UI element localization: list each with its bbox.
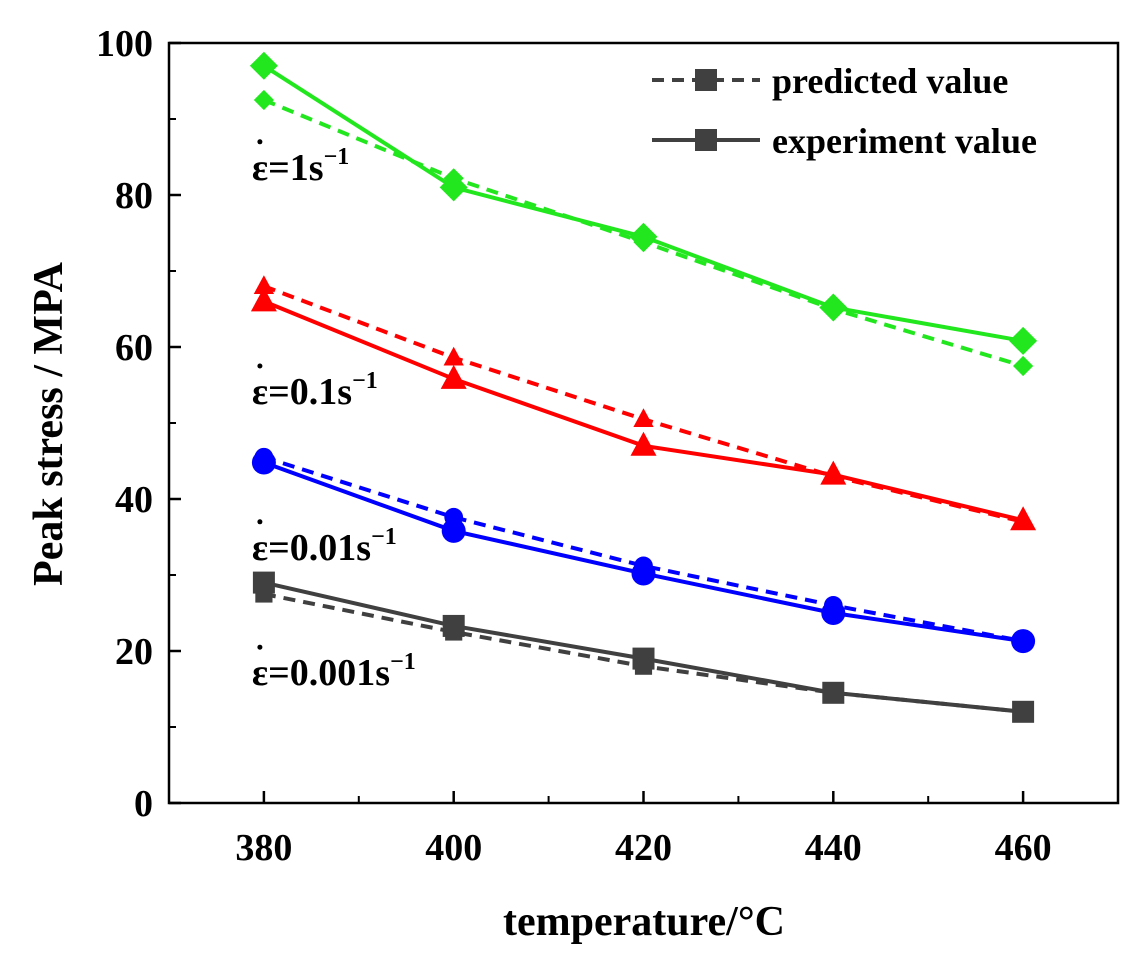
legend-label: predicted value (772, 61, 1008, 101)
y-tick-label: 100 (96, 23, 153, 65)
series-group (250, 275, 1037, 531)
y-axis-title: Peak stress / MPA (26, 261, 72, 586)
series-group (251, 447, 1036, 654)
x-tick-label: 380 (235, 827, 292, 869)
y-tick-label: 0 (134, 783, 153, 825)
experiment-point (820, 460, 847, 485)
x-tick-label: 440 (805, 827, 862, 869)
experiment-point (251, 450, 276, 475)
experiment-point (821, 601, 846, 625)
legend-label: experiment value (772, 121, 1037, 161)
y-tick-label: 60 (115, 327, 153, 369)
experiment-point (440, 364, 467, 389)
axes-layer: 380 400 420 440 460 0 20 40 60 80 100 (96, 23, 1120, 869)
experiment-line (262, 64, 1024, 343)
legend-marker (695, 129, 717, 151)
predicted-point (443, 346, 464, 366)
experiment-point (441, 518, 466, 543)
strain-rate-label: ε=0.1s−1 (252, 368, 378, 413)
experiment-point (632, 647, 655, 670)
series-group (249, 51, 1038, 377)
experiment-point (630, 431, 657, 456)
legend-marker (695, 69, 717, 91)
experiment-point (252, 571, 275, 594)
experiment-point (1009, 326, 1038, 355)
experiment-point (249, 51, 278, 80)
experiment-point (822, 681, 845, 704)
y-tick-label: 20 (115, 631, 153, 673)
series-group (252, 571, 1035, 723)
x-tick-label: 420 (615, 827, 672, 869)
predicted-point (1013, 355, 1034, 377)
strain-rate-dot (257, 644, 263, 650)
annotation-layer: ε=1s−1 ε=0.1s−1 ε=0.01s−1 ε=0.001s−1 (252, 139, 416, 694)
predicted-point (253, 275, 275, 294)
experiment-point (629, 222, 658, 251)
series-layer (249, 51, 1038, 723)
experiment-point (819, 293, 848, 322)
legend: predicted value experiment value (652, 61, 1037, 161)
strain-rate-dot (257, 363, 263, 369)
strain-rate-label: ε=1s−1 (252, 144, 349, 189)
predicted-point (633, 408, 654, 427)
x-tick-label: 460 (995, 827, 1052, 869)
experiment-point (1011, 629, 1036, 654)
strain-rate-label: ε=0.001s−1 (252, 649, 416, 694)
strain-rate-dot (257, 139, 263, 145)
strain-rate-dot (257, 519, 263, 525)
legend-entry: predicted value (652, 61, 1008, 101)
predicted-point (253, 89, 274, 111)
y-tick-label: 80 (115, 175, 153, 217)
x-tick-label: 400 (425, 827, 482, 869)
experiment-point (1012, 700, 1035, 723)
experiment-point (1010, 506, 1037, 531)
y-tick-label: 40 (115, 479, 153, 521)
experiment-point (631, 561, 656, 586)
experiment-point (250, 287, 277, 312)
legend-entry: experiment value (652, 121, 1037, 161)
x-axis-title: temperature/°C (503, 899, 785, 945)
experiment-point (439, 173, 468, 202)
experiment-line (263, 460, 1024, 644)
experiment-point (442, 614, 465, 637)
strain-rate-label: ε=0.01s−1 (252, 524, 397, 569)
